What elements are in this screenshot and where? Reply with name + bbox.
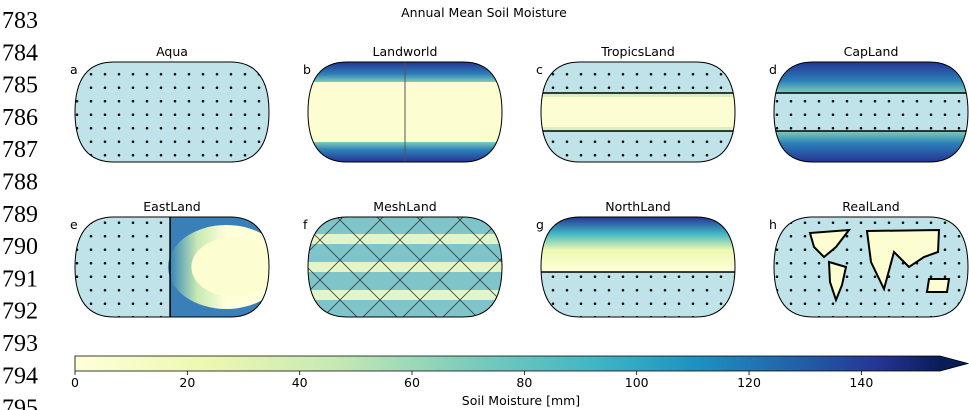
stipple [75,217,169,317]
colorbar-tick-label: 0 [71,375,79,390]
figure-title: Annual Mean Soil Moisture [401,5,567,20]
map-outline [74,216,270,318]
colorbar-tick-label: 120 [737,375,761,390]
colorbar-extend [940,356,968,371]
map-outline [773,216,969,318]
map [774,62,968,162]
map [308,217,502,317]
panel-title: EastLand [143,199,200,214]
stipple [774,93,968,131]
colorbar-tick-label: 60 [404,375,420,390]
panel-letter: b [303,62,311,77]
line-number: 789 [2,202,38,228]
stipple [75,62,269,162]
map [75,217,269,317]
continent [808,228,852,259]
line-number: 794 [2,363,38,389]
colorbar-label: Soil Moisture [mm] [462,393,580,408]
line-number: 790 [2,234,38,260]
panel-title: Aqua [156,44,188,59]
colorbar-tick-label: 40 [292,375,308,390]
mesh [308,217,502,317]
map [541,217,735,317]
panel-letter: g [536,217,544,232]
colorbar-tick-label: 100 [625,375,649,390]
panel-title: TropicsLand [600,44,675,59]
stipple [541,272,735,317]
coast-band [541,93,735,97]
land [541,93,735,131]
map-outline [307,61,503,163]
colorbar-tick-label: 140 [849,375,873,390]
map [541,62,735,162]
line-number: 785 [2,73,38,99]
map [75,62,269,162]
colorbar-tick-label: 20 [179,375,195,390]
map-outline [307,216,503,318]
line-number: 793 [2,331,38,357]
line-number: 786 [2,105,38,131]
land [541,217,735,272]
continent [827,260,848,303]
panel-title: RealLand [842,199,899,214]
land [191,237,269,297]
panel-letter: e [70,217,78,232]
coast-band [541,127,735,131]
colorbar-outline [74,355,969,372]
continent [865,228,941,292]
continent [925,278,951,293]
map-outline [773,61,969,163]
line-number: 783 [2,8,38,34]
line-number: 792 [2,299,38,325]
line-number: 784 [2,40,38,66]
map [774,217,968,317]
map [308,62,502,162]
panel-title: CapLand [844,44,899,59]
line-number: 787 [2,137,38,163]
land [774,62,968,93]
panel-letter: h [769,217,777,232]
panel-letter: c [536,62,543,77]
panel-title: Landworld [373,44,438,59]
colorbar-tick-label: 80 [516,375,532,390]
land [774,131,968,162]
map-outline [540,216,736,318]
panel-letter: f [303,217,308,232]
line-number: 791 [2,266,38,292]
panel-title: NorthLand [605,199,670,214]
line-number: 795 [2,396,38,410]
map-outline [74,61,270,163]
colorbar [75,356,940,371]
map-outline [540,61,736,163]
panel-letter: a [70,62,78,77]
panel-letter: d [769,62,777,77]
panel-title: MeshLand [373,199,436,214]
line-number: 788 [2,170,38,196]
